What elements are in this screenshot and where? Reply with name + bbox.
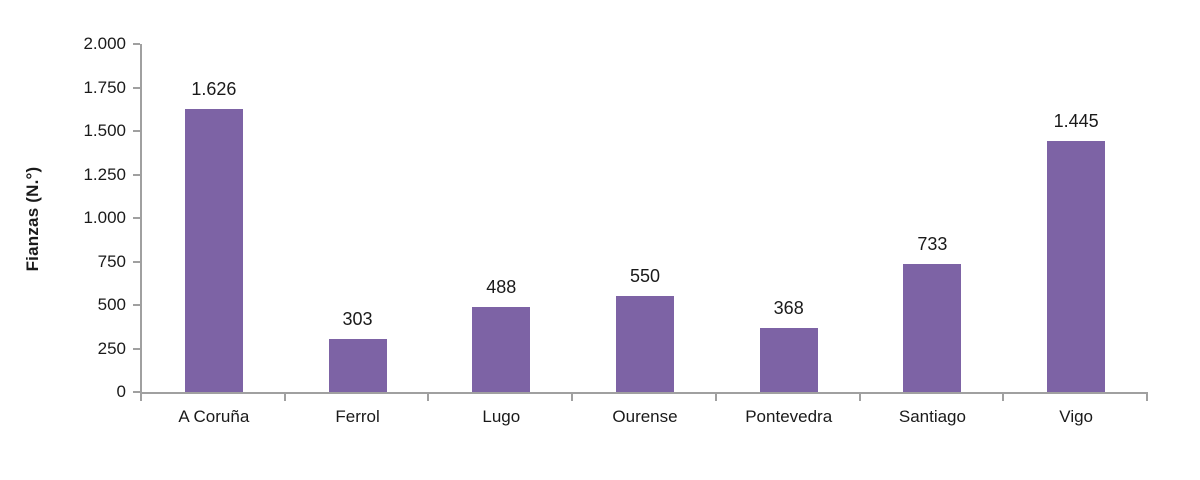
bar [328, 339, 387, 392]
y-axis-tick-label: 1.750 [83, 77, 126, 97]
bar [1047, 140, 1106, 392]
x-axis-tick [140, 394, 142, 401]
bar-data-label: 550 [629, 266, 661, 287]
y-axis-tick [133, 130, 140, 132]
bar [759, 327, 818, 392]
x-axis-category-label: A Coruña [178, 407, 250, 426]
y-axis-tick [133, 347, 140, 350]
y-axis-tick-label: 500 [97, 295, 126, 314]
bar-data-label: 303 [342, 309, 373, 330]
y-axis-tick [133, 391, 140, 393]
x-axis-category-label: Santiago [898, 407, 966, 426]
y-axis-tick [133, 304, 140, 306]
x-axis-tick [283, 394, 286, 401]
y-axis-line [140, 44, 142, 394]
y-axis-tick [133, 173, 140, 176]
y-axis-tick-label: 250 [97, 338, 126, 358]
bar [903, 264, 962, 392]
x-axis-category-label: Vigo [1059, 407, 1093, 426]
x-axis-tick [427, 394, 430, 401]
y-axis-tick-label: 1.500 [83, 121, 126, 140]
y-axis-tick [133, 86, 140, 89]
y-axis-tick [133, 43, 140, 45]
y-axis-tick-label: 750 [97, 251, 126, 271]
x-axis-tick [571, 394, 574, 401]
bar-data-label: 733 [917, 234, 948, 255]
y-axis-tick [133, 217, 140, 219]
bar [616, 296, 674, 392]
x-axis-tick [714, 394, 717, 401]
y-axis-title: Fianzas (N.°) [23, 166, 42, 272]
x-axis-category-label: Ferrol [335, 407, 380, 426]
bar-data-label: 1.626 [191, 79, 237, 100]
y-axis-tick-label: 0 [116, 382, 126, 401]
y-axis-tick-label: 1.000 [83, 208, 126, 227]
bar-data-label: 1.445 [1053, 110, 1099, 131]
x-axis-category-label: Lugo [482, 407, 521, 426]
x-axis-line [140, 392, 1148, 394]
bar [472, 307, 531, 392]
y-axis-tick-label: 1.250 [83, 164, 126, 184]
bar [184, 109, 243, 392]
y-axis-tick-label: 2.000 [83, 34, 126, 53]
x-axis-tick [1146, 394, 1148, 401]
x-axis-tick [1002, 394, 1005, 401]
x-axis-category-label: Pontevedra [745, 407, 833, 426]
y-axis-tick [133, 260, 140, 263]
x-axis-tick [858, 394, 861, 401]
x-axis-category-label: Ourense [612, 407, 678, 426]
bar-data-label: 488 [486, 277, 517, 298]
bar-data-label: 368 [773, 297, 804, 318]
